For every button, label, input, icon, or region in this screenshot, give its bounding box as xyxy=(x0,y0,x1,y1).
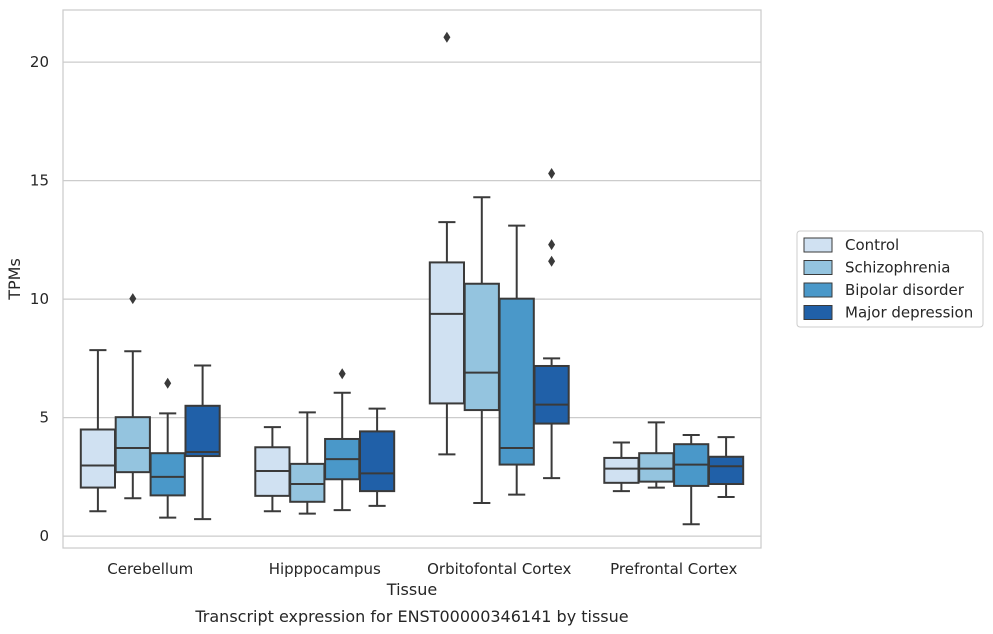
box-bipolar-disorder xyxy=(149,377,186,519)
box-bipolar-disorder xyxy=(324,368,361,512)
y-axis-ticks: 0 5 10 15 20 xyxy=(30,53,49,545)
box-iqr xyxy=(289,462,326,503)
box-schizophrenia xyxy=(638,421,675,489)
box-schizophrenia xyxy=(289,411,326,515)
y-axis-label: TPMs xyxy=(5,258,24,301)
boxes xyxy=(79,31,745,526)
outlier-point xyxy=(548,239,556,251)
box-control xyxy=(428,31,466,456)
y-tick-label: 20 xyxy=(30,53,49,71)
box-iqr xyxy=(603,456,640,484)
outlier-point xyxy=(129,293,137,305)
x-tick-label: Prefrontal Cortex xyxy=(610,560,737,578)
plot-area-frame xyxy=(62,9,762,549)
x-tick-label: Hipppocampus xyxy=(269,560,381,578)
figure-caption: Transcript expression for ENST0000034614… xyxy=(194,607,628,626)
outlier-point xyxy=(548,168,556,180)
y-tick-label: 15 xyxy=(30,172,49,190)
legend-label: Bipolar disorder xyxy=(845,281,965,299)
box-bipolar-disorder xyxy=(498,224,535,496)
outlier-point xyxy=(338,368,346,380)
box-major-depression xyxy=(707,436,745,499)
legend-label: Major depression xyxy=(845,304,973,322)
outlier-point xyxy=(443,31,451,43)
box-major-depression xyxy=(184,364,221,521)
grid-lines xyxy=(63,61,761,537)
box-schizophrenia xyxy=(114,293,151,500)
box-control xyxy=(603,441,640,493)
x-axis-label: Tissue xyxy=(386,580,437,599)
legend-swatch xyxy=(803,282,833,298)
legend-swatch xyxy=(803,237,833,253)
box-major-depression xyxy=(358,407,396,507)
legend-swatch xyxy=(803,260,833,275)
box-iqr xyxy=(533,364,570,425)
box-iqr xyxy=(358,430,396,493)
x-tick-label: Cerebellum xyxy=(107,560,193,578)
box-iqr xyxy=(707,455,745,486)
box-iqr xyxy=(79,428,117,489)
box-bipolar-disorder xyxy=(673,433,710,526)
x-tick-label: Orbitofontal Cortex xyxy=(427,560,571,578)
box-iqr xyxy=(149,452,186,497)
outlier-point xyxy=(548,255,556,267)
box-iqr xyxy=(638,452,675,483)
box-control xyxy=(254,426,291,513)
legend: Control Schizophrenia Bipolar disorder Majo… xyxy=(796,230,984,328)
x-axis-ticks: Cerebellum Hipppocampus Orbitofontal Corte… xyxy=(107,560,737,578)
legend-frame xyxy=(796,230,984,328)
box-major-depression xyxy=(533,168,570,480)
box-schizophrenia xyxy=(463,196,500,504)
outlier-point xyxy=(164,377,172,389)
legend-label: Control xyxy=(845,236,899,254)
y-tick-label: 5 xyxy=(39,409,49,427)
box-iqr xyxy=(428,261,466,405)
box-iqr xyxy=(498,297,535,466)
legend-swatch xyxy=(803,305,833,320)
y-tick-label: 10 xyxy=(30,290,49,308)
box-iqr xyxy=(184,404,221,458)
y-tick-label: 0 xyxy=(39,527,49,545)
box-iqr xyxy=(114,416,151,474)
box-control xyxy=(79,349,117,513)
box-iqr xyxy=(463,282,500,412)
legend-label: Schizophrenia xyxy=(845,259,950,277)
